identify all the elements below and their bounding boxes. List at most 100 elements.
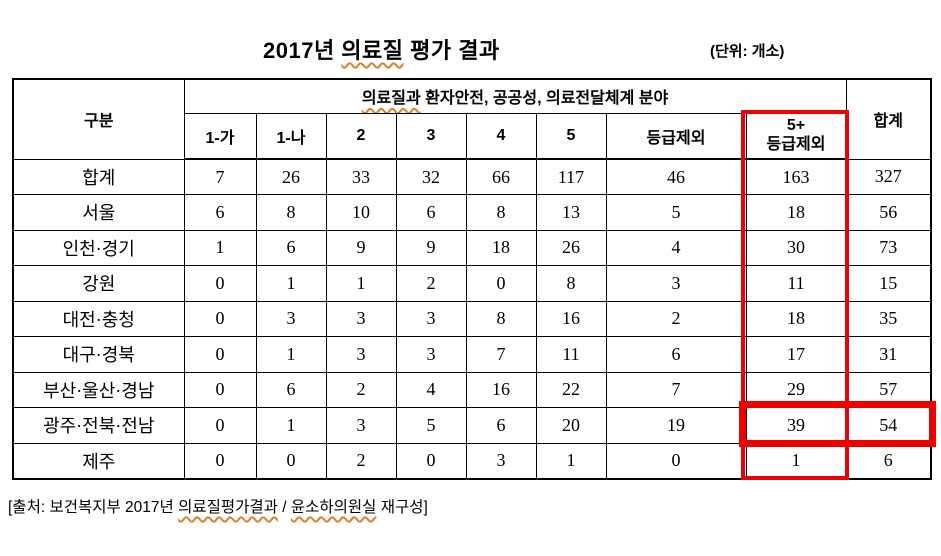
data-cell: 3 <box>325 407 397 444</box>
subheader-grade-4: 4 <box>465 112 537 160</box>
data-cell: 3 <box>255 300 327 337</box>
data-cell: 10 <box>325 194 397 231</box>
source-text-post: 재구성] <box>376 499 428 516</box>
table-row-busan-ulsan-gyeongnam: 부산·울산·경남 0 6 2 4 16 22 7 29 57 <box>12 371 932 408</box>
data-cell: 20 <box>535 407 607 444</box>
data-cell: 15 <box>845 265 932 302</box>
data-cell: 6 <box>605 336 747 373</box>
data-cell: 19 <box>605 407 747 444</box>
data-cell: 8 <box>465 194 537 231</box>
table-row-jeju: 제주 0 0 2 0 3 1 0 1 6 <box>12 442 932 479</box>
data-cell: 3 <box>465 442 537 479</box>
data-cell: 18 <box>465 229 537 266</box>
row-label: 제주 <box>12 442 185 479</box>
subheader-grade-3: 3 <box>395 112 467 160</box>
subheader-grade-excluded: 등급제외 <box>605 112 747 160</box>
data-cell: 1 <box>255 407 327 444</box>
data-cell: 3 <box>325 300 397 337</box>
data-cell: 3 <box>395 300 467 337</box>
row-label: 광주·전북·전남 <box>12 407 185 444</box>
data-cell: 0 <box>183 371 257 408</box>
data-cell: 1 <box>255 265 327 302</box>
data-cell: 7 <box>465 336 537 373</box>
data-cell: 327 <box>845 158 932 195</box>
source-text-mid: / <box>277 499 291 516</box>
table-row-daegu-gyeongbuk: 대구·경북 0 1 3 3 7 11 6 17 31 <box>12 336 932 373</box>
data-cell: 1 <box>183 229 257 266</box>
data-cell: 8 <box>535 265 607 302</box>
data-cell: 6 <box>395 194 467 231</box>
group-header-rest: 환자안전, 공공성, 의료전달체계 분야 <box>420 90 669 108</box>
data-cell: 22 <box>535 371 607 408</box>
row-label: 대구·경북 <box>12 336 185 373</box>
data-cell: 0 <box>183 265 257 302</box>
title-text-spellchecked: 의료질 <box>341 38 404 63</box>
data-cell: 2 <box>605 300 747 337</box>
subheader-5plus-excluded: 5+ 등급제외 <box>745 112 847 160</box>
data-cell: 18 <box>745 300 847 337</box>
row-label: 강원 <box>12 265 185 302</box>
row-label: 대전·충청 <box>12 300 185 337</box>
data-cell: 1 <box>745 442 847 479</box>
subheader-grade-1na: 1-나 <box>255 112 327 160</box>
source-text-spellchecked-1: 의료질평가결과 <box>178 499 278 516</box>
data-cell: 11 <box>745 265 847 302</box>
table-row-total: 합계 7 26 33 32 66 117 46 163 327 <box>12 158 932 195</box>
data-cell: 6 <box>465 407 537 444</box>
header-total: 합계 <box>845 78 932 160</box>
data-cell: 57 <box>845 371 932 408</box>
data-cell: 31 <box>845 336 932 373</box>
data-cell: 0 <box>183 442 257 479</box>
data-cell: 32 <box>395 158 467 195</box>
data-cell: 2 <box>325 371 397 408</box>
title-text-post: 평가 결과 <box>403 38 500 63</box>
table-row-gwangju-jeonbuk-jeonnam: 광주·전북·전남 0 1 3 5 6 20 19 39 54 <box>12 407 932 444</box>
data-cell: 30 <box>745 229 847 266</box>
data-cell: 35 <box>845 300 932 337</box>
data-cell: 4 <box>395 371 467 408</box>
data-cell: 17 <box>745 336 847 373</box>
data-cell: 6 <box>183 194 257 231</box>
data-cell: 5 <box>605 194 747 231</box>
data-cell: 3 <box>605 265 747 302</box>
header-category: 구분 <box>12 78 185 160</box>
data-cell: 2 <box>395 265 467 302</box>
subheader-grade-2: 2 <box>325 112 397 160</box>
data-cell: 1 <box>535 442 607 479</box>
row-label: 인천·경기 <box>12 229 185 266</box>
subheader-grade-1ga: 1-가 <box>183 112 257 160</box>
data-cell: 163 <box>745 158 847 195</box>
data-cell-highlighted: 39 <box>745 407 847 444</box>
data-cell: 26 <box>535 229 607 266</box>
data-cell: 16 <box>535 300 607 337</box>
row-label: 부산·울산·경남 <box>12 371 185 408</box>
row-label: 서울 <box>12 194 185 231</box>
data-cell: 56 <box>845 194 932 231</box>
data-cell: 66 <box>465 158 537 195</box>
data-cell: 7 <box>183 158 257 195</box>
data-cell: 16 <box>465 371 537 408</box>
data-cell: 2 <box>325 442 397 479</box>
data-cell: 8 <box>465 300 537 337</box>
data-cell: 0 <box>465 265 537 302</box>
data-cell: 18 <box>745 194 847 231</box>
data-cell: 73 <box>845 229 932 266</box>
data-cell: 9 <box>395 229 467 266</box>
data-cell: 8 <box>255 194 327 231</box>
data-cell: 0 <box>395 442 467 479</box>
unit-label: (단위: 개소) <box>710 43 785 60</box>
data-cell: 117 <box>535 158 607 195</box>
data-cell: 0 <box>183 336 257 373</box>
evaluation-result-table: 구분 의료질과 환자안전, 공공성, 의료전달체계 분야 합계 1-가 1-나 … <box>12 78 932 480</box>
data-cell: 0 <box>255 442 327 479</box>
page-title: 2017년 의료질 평가 결과 <box>263 33 500 65</box>
data-cell: 0 <box>605 442 747 479</box>
subheader-grade-5: 5 <box>535 112 607 160</box>
data-cell: 29 <box>745 371 847 408</box>
source-text-spellchecked-2: 윤소하의원실 <box>290 499 377 516</box>
data-cell: 46 <box>605 158 747 195</box>
header-group-domains: 의료질과 환자안전, 공공성, 의료전달체계 분야 <box>183 78 847 114</box>
source-note: [출처: 보건복지부 2017년 의료질평가결과 / 윤소하의원실 재구성] <box>8 495 428 517</box>
group-header-spellchecked: 의료질과 <box>361 90 421 108</box>
